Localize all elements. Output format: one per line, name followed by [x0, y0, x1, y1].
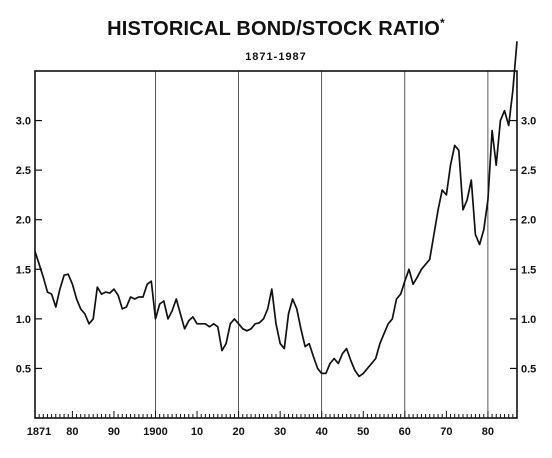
x-tick-label: 60 [399, 426, 411, 438]
y-tick-label-right: 2.5 [521, 165, 536, 177]
y-tick-label-left: 1.0 [16, 314, 31, 326]
x-tick-label: 30 [274, 426, 286, 438]
x-tick-label: 90 [108, 426, 120, 438]
x-tick-label: 1900 [143, 426, 167, 438]
chart-title-text: HISTORICAL BOND/STOCK RATIO [107, 18, 440, 40]
x-tick-label: 50 [357, 426, 369, 438]
y-tick-label-left: 0.5 [16, 363, 31, 375]
y-tick-label-right: 1.5 [521, 264, 536, 276]
x-tick-label: 70 [440, 426, 452, 438]
y-tick-label-left: 1.5 [16, 264, 31, 276]
y-tick-label-right: 3.0 [521, 116, 536, 128]
x-tick-label: 80 [66, 426, 78, 438]
y-tick-label-right: 0.5 [521, 363, 536, 375]
x-tick-label: 1871 [27, 426, 51, 438]
y-tick-label-left: 2.5 [16, 165, 31, 177]
y-tick-label-right: 2.0 [521, 215, 536, 227]
chart-title: HISTORICAL BOND/STOCK RATIO* [0, 16, 552, 41]
y-tick-label-left: 2.0 [16, 215, 31, 227]
plot-frame [34, 70, 518, 419]
x-tick-label: 10 [191, 426, 203, 438]
x-tick-label: 40 [316, 426, 328, 438]
x-tick-label: 80 [482, 426, 494, 438]
y-tick-label-right: 1.0 [521, 314, 536, 326]
series-line-0 [34, 41, 518, 378]
y-tick-label-left: 3.0 [16, 116, 31, 128]
chart-subtitle: 1871-1987 [245, 51, 307, 63]
x-tick-label: 20 [232, 426, 244, 438]
chart-title-marker: * [439, 16, 445, 30]
